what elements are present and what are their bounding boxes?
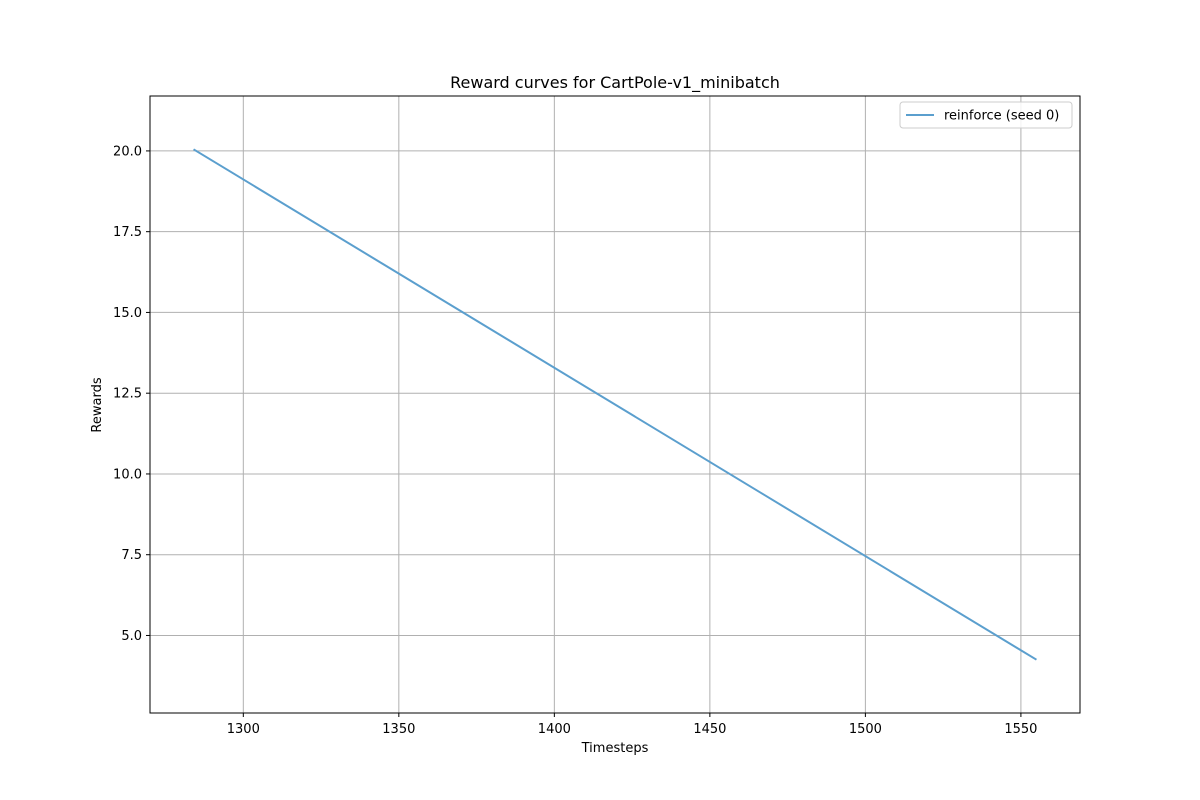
chart-title: Reward curves for CartPole-v1_minibatch	[450, 73, 780, 93]
x-axis-label: Timesteps	[581, 741, 649, 756]
x-tick-label: 1350	[382, 722, 415, 737]
y-axis-label: Rewards	[90, 377, 105, 432]
y-tick-label: 5.0	[121, 629, 142, 644]
series-layer	[193, 148, 1037, 661]
x-tick-label: 1400	[538, 722, 571, 737]
legend-box	[899, 101, 1073, 129]
legend: reinforce (seed 0)	[899, 101, 1073, 129]
y-tick-label: 20.0	[113, 144, 142, 159]
y-tick-label: 12.5	[113, 387, 142, 402]
x-tick-label: 1300	[227, 722, 260, 737]
grid	[150, 96, 1080, 713]
plot-frame	[149, 95, 1081, 714]
x-tick-label: 1500	[849, 722, 882, 737]
y-tick-label: 10.0	[113, 467, 142, 482]
series-line-0	[193, 148, 1037, 661]
y-tick-label: 17.5	[113, 225, 142, 240]
legend-label-reinforce: reinforce (seed 0)	[944, 109, 1059, 124]
y-tick-label: 7.5	[121, 548, 142, 563]
x-tick-label: 1550	[1004, 722, 1037, 737]
y-tick-label: 15.0	[113, 306, 142, 321]
x-tick-label: 1450	[693, 722, 726, 737]
ticks: 1300 1350 1400 1450 1500 1550 5.0 7.5 10.0 12.5 15…	[113, 144, 1037, 737]
